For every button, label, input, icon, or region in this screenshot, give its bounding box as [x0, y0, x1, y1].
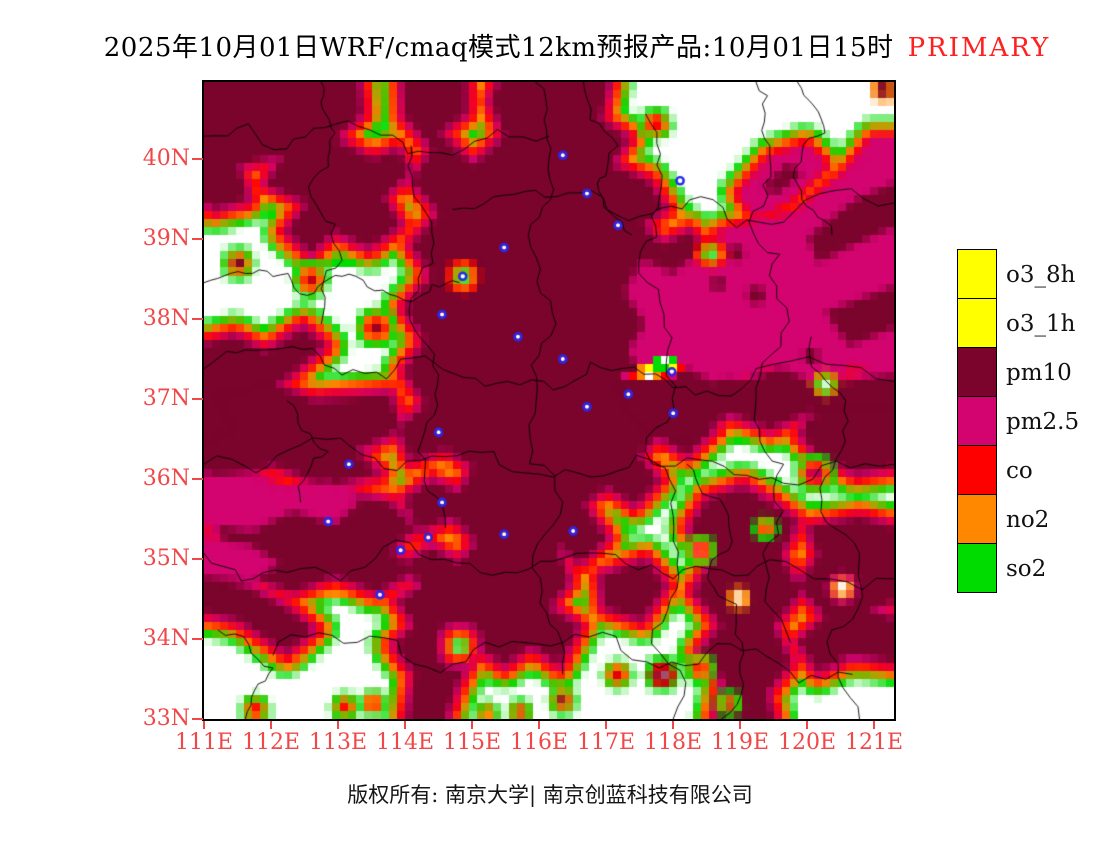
- x-axis-label-120E: 120E: [777, 730, 837, 755]
- legend-label: so2: [1006, 556, 1047, 582]
- y-axis-label-35N: 35N: [142, 546, 190, 571]
- y-axis-tick: [192, 558, 203, 560]
- x-axis-label-119E: 119E: [710, 730, 770, 755]
- x-axis-tick: [404, 721, 406, 729]
- legend-item-pm25: pm2.5: [957, 396, 1100, 446]
- legend-label: no2: [1006, 507, 1050, 533]
- x-axis-label-115E: 115E: [442, 730, 502, 755]
- x-axis-label-112E: 112E: [241, 730, 301, 755]
- y-axis-label-39N: 39N: [142, 226, 190, 251]
- legend-swatch-o3_8h: [957, 249, 997, 299]
- y-axis-tick: [192, 478, 203, 480]
- legend-label: o3_1h: [1006, 311, 1076, 337]
- legend-label: pm10: [1006, 360, 1072, 386]
- y-axis-label-37N: 37N: [142, 386, 190, 411]
- x-axis-tick: [270, 721, 272, 729]
- y-axis-label-40N: 40N: [142, 146, 190, 171]
- y-axis-tick: [192, 398, 203, 400]
- legend-label: co: [1006, 458, 1033, 484]
- legend-label: o3_8h: [1006, 262, 1076, 288]
- x-axis-tick: [203, 721, 205, 729]
- y-axis-label-38N: 38N: [142, 306, 190, 331]
- y-axis-tick: [192, 718, 203, 720]
- x-axis-label-118E: 118E: [643, 730, 703, 755]
- legend-item-so2: so2: [957, 543, 1100, 593]
- y-axis-label-34N: 34N: [142, 626, 190, 651]
- x-axis-label-117E: 117E: [576, 730, 636, 755]
- x-axis-tick: [873, 721, 875, 729]
- title-pollutant-mode: PRIMARY: [907, 33, 1051, 63]
- pollutant-legend: o3_8h o3_1h pm10 pm2.5 co no2 so2: [957, 249, 1100, 593]
- legend-swatch-co: [957, 445, 997, 495]
- x-axis-tick: [605, 721, 607, 729]
- y-axis-label-36N: 36N: [142, 466, 190, 491]
- y-axis-tick: [192, 638, 203, 640]
- legend-label: pm2.5: [1006, 409, 1080, 435]
- x-axis-label-121E: 121E: [844, 730, 904, 755]
- forecast-map-canvas: [204, 82, 894, 719]
- legend-item-co: co: [957, 445, 1100, 495]
- legend-swatch-no2: [957, 494, 997, 544]
- y-axis-tick: [192, 238, 203, 240]
- x-axis-label-111E: 111E: [174, 730, 234, 755]
- legend-item-no2: no2: [957, 494, 1100, 544]
- x-axis-tick: [538, 721, 540, 729]
- x-axis-label-114E: 114E: [375, 730, 435, 755]
- legend-item-pm10: pm10: [957, 347, 1100, 397]
- x-axis-tick: [471, 721, 473, 729]
- y-axis-label-33N: 33N: [142, 706, 190, 731]
- copyright-text: 版权所有: 南京大学| 南京创蓝科技有限公司: [347, 783, 753, 807]
- legend-swatch-pm25: [957, 396, 997, 446]
- legend-swatch-o3_1h: [957, 298, 997, 348]
- page-title: 2025年10月01日WRF/cmaq模式12km预报产品:10月01日15时 P…: [0, 27, 1100, 64]
- x-axis-label-113E: 113E: [308, 730, 368, 755]
- legend-swatch-pm10: [957, 347, 997, 397]
- legend-swatch-so2: [957, 543, 997, 593]
- title-main: 2025年10月01日WRF/cmaq模式12km预报产品:10月01日15时: [103, 33, 894, 63]
- x-axis-tick: [672, 721, 674, 729]
- x-axis-tick: [806, 721, 808, 729]
- y-axis-tick: [192, 318, 203, 320]
- legend-item-o3_8h: o3_8h: [957, 249, 1100, 299]
- x-axis-tick: [337, 721, 339, 729]
- legend-item-o3_1h: o3_1h: [957, 298, 1100, 348]
- y-axis-tick: [192, 158, 203, 160]
- map-plot-frame: [202, 80, 896, 721]
- x-axis-tick: [739, 721, 741, 729]
- x-axis-label-116E: 116E: [509, 730, 569, 755]
